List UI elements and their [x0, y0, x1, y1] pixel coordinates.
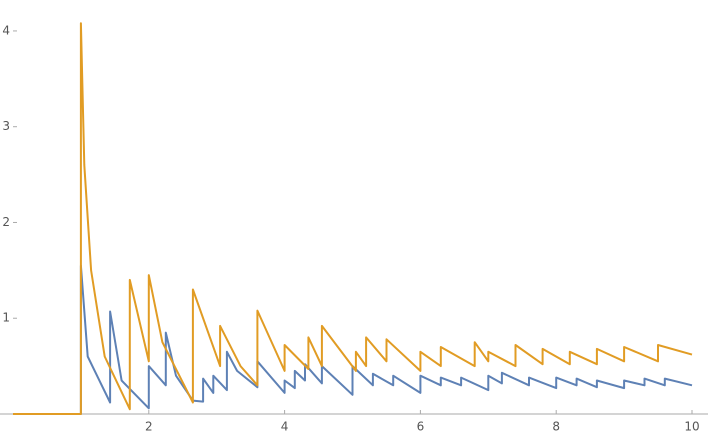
x-tick-label: 2	[145, 420, 153, 434]
x-tick-label: 4	[281, 420, 289, 434]
y-tick-label: 1	[2, 311, 10, 325]
series-line	[13, 264, 693, 415]
x-tick-label: 10	[684, 420, 699, 434]
y-tick-label: 2	[2, 215, 10, 229]
y-tick-label: 3	[2, 119, 10, 133]
series-line	[13, 22, 693, 415]
x-tick-label: 8	[552, 420, 560, 434]
y-tick-label: 4	[2, 23, 10, 37]
x-tick-label: 6	[417, 420, 425, 434]
